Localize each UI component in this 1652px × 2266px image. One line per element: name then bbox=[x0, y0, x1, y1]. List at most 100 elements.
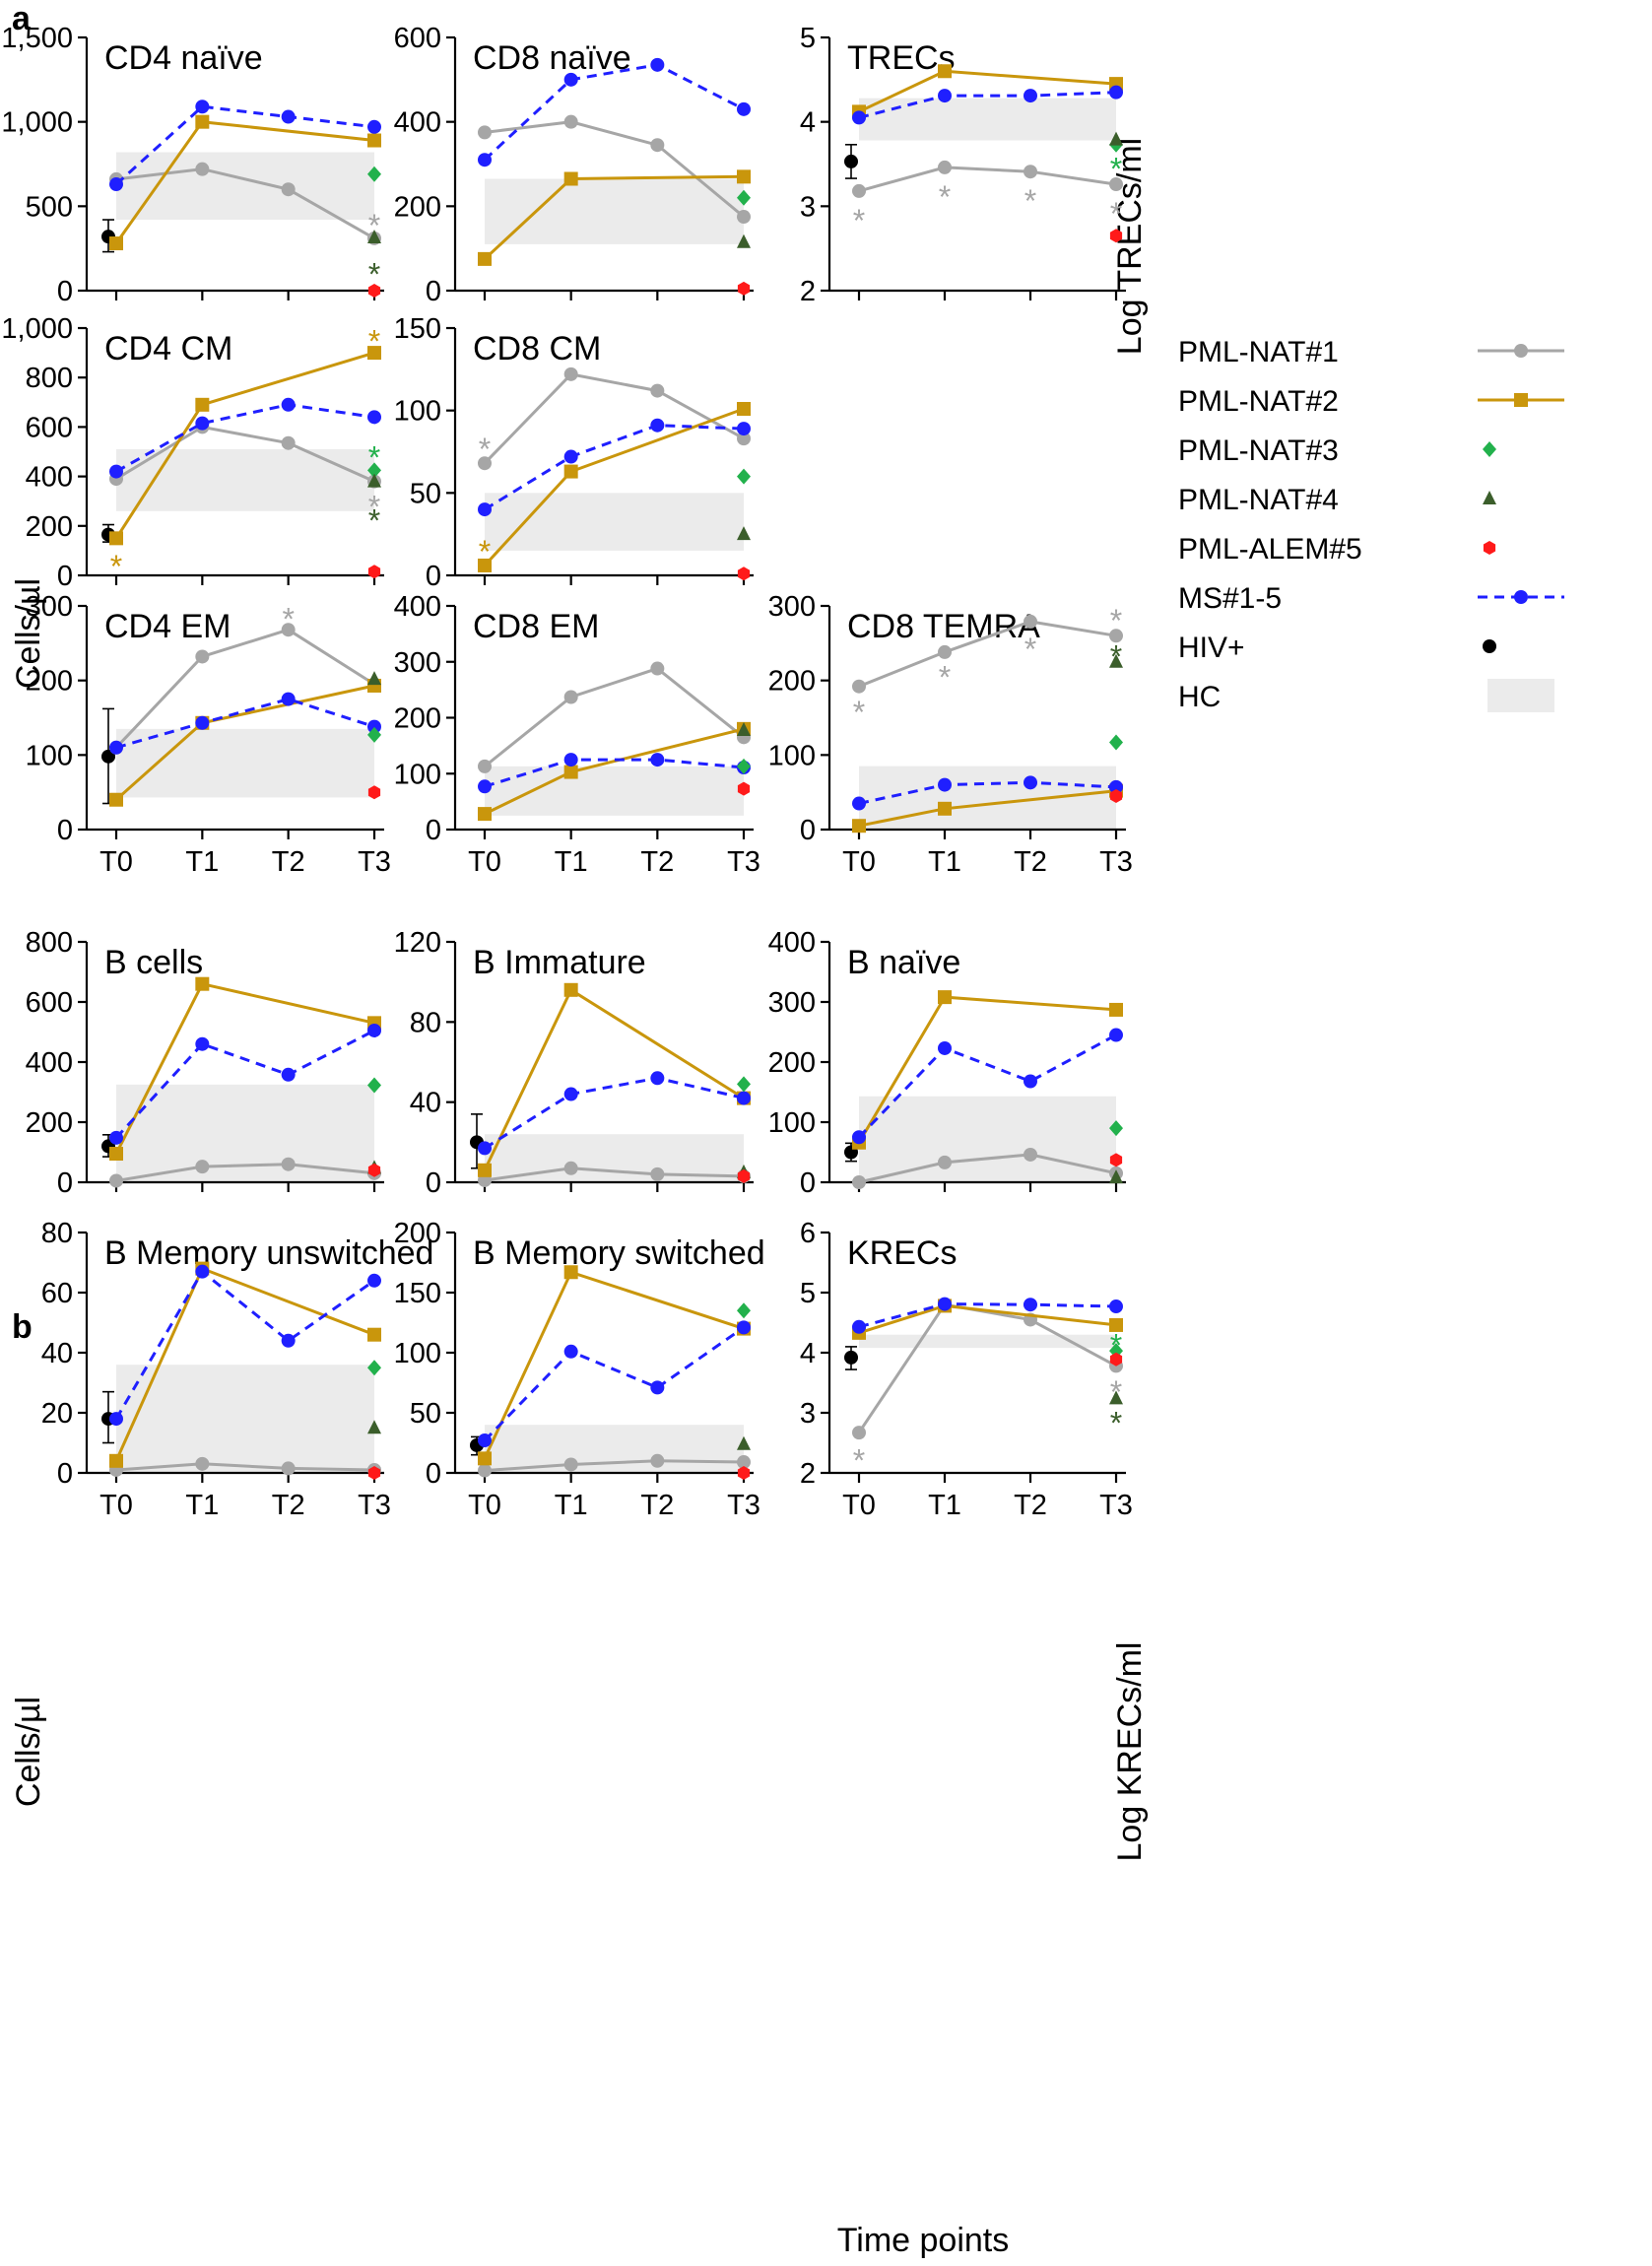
point-pml-nat-4 bbox=[737, 233, 751, 248]
y-tick-label: 120 bbox=[394, 927, 441, 959]
point-pml-nat-1 bbox=[1024, 1147, 1037, 1162]
y-tick-label: 3 bbox=[800, 1398, 816, 1430]
y-tick-label: 200 bbox=[768, 1047, 816, 1079]
point-pml-nat-1 bbox=[109, 1173, 123, 1188]
point-pml-nat-1 bbox=[938, 1155, 952, 1169]
series-line-ms-1-5 bbox=[114, 1269, 375, 1420]
significance-star-pml-nat-1: * bbox=[853, 695, 865, 730]
point-ms-1-5 bbox=[563, 1087, 578, 1101]
point-ms-1-5 bbox=[1109, 85, 1123, 100]
point-ms-1-5 bbox=[478, 502, 492, 517]
point-pml-nat-2 bbox=[1109, 1317, 1123, 1332]
legend-item-2: PML-NAT#2 bbox=[1178, 385, 1564, 418]
series-line-pml-nat-1 bbox=[115, 1462, 375, 1472]
point-pml-nat-1 bbox=[195, 1456, 210, 1471]
y-tick-label: 40 bbox=[41, 1338, 73, 1369]
series-line-ms-1-5 bbox=[114, 1029, 375, 1139]
y-tick-label: 150 bbox=[394, 1278, 441, 1309]
point-pml-nat-1 bbox=[737, 1455, 751, 1470]
legend-marker bbox=[1514, 590, 1528, 604]
panel-title: B naïve bbox=[847, 944, 960, 981]
point-ms-1-5 bbox=[195, 1036, 210, 1051]
y-tick-label: 200 bbox=[768, 666, 816, 698]
point-pml-nat-1 bbox=[650, 1166, 665, 1181]
significance-star-pml-nat-1: * bbox=[853, 203, 865, 238]
point-pml-nat-1 bbox=[478, 125, 492, 140]
point-pml-nat-1 bbox=[1109, 177, 1123, 192]
point-pml-nat-2 bbox=[478, 558, 492, 572]
point-pml-nat-4 bbox=[1109, 653, 1123, 668]
point-pml-nat-1 bbox=[938, 644, 952, 659]
point-pml-nat-2 bbox=[478, 251, 492, 266]
y-tick-label: 100 bbox=[394, 396, 441, 428]
y-tick-label: 300 bbox=[768, 591, 816, 623]
legend-item-1: PML-NAT#1 bbox=[1178, 336, 1564, 368]
point-pml-nat-3 bbox=[1109, 734, 1123, 751]
series-line-pml-nat-1 bbox=[484, 666, 745, 768]
point-pml-nat-2 bbox=[938, 990, 952, 1005]
point-ms-1-5 bbox=[938, 1297, 952, 1311]
point-pml-nat-1 bbox=[478, 1463, 492, 1478]
series-line-pml-nat-1 bbox=[484, 1459, 745, 1473]
point-pml-nat-2 bbox=[109, 531, 123, 546]
y-tick-label: 600 bbox=[394, 23, 441, 54]
series-line-pml-nat-2 bbox=[858, 1303, 1117, 1335]
legend: PML-NAT#1 PML-NAT#2 PML-NAT#3 PML-NAT#4 PML-… bbox=[1178, 336, 1564, 713]
point-pml-nat-2 bbox=[478, 807, 492, 822]
point-ms-1-5 bbox=[650, 1071, 665, 1086]
point-ms-1-5 bbox=[281, 397, 296, 412]
panel-title: B Immature bbox=[473, 944, 646, 981]
series-line-pml-nat-1 bbox=[484, 120, 745, 219]
significance-star-pml-nat-1: * bbox=[853, 1443, 865, 1479]
point-pml-nat-1 bbox=[195, 649, 210, 664]
point-pml-nat-2 bbox=[563, 464, 578, 479]
hc-band bbox=[485, 766, 744, 816]
point-pml-nat-1 bbox=[852, 1175, 866, 1189]
point-pml-nat-1 bbox=[281, 435, 296, 450]
point-ms-1-5 bbox=[650, 753, 665, 767]
series-line-pml-nat-1 bbox=[115, 425, 375, 483]
significance-star-pml-nat-1: * bbox=[939, 179, 951, 215]
y-tick-label: 0 bbox=[426, 1458, 441, 1490]
point-pml-alem-5 bbox=[1109, 229, 1123, 243]
panel-title: B Memory switched bbox=[473, 1234, 765, 1272]
chart-panel-6: 0 100 200 300 T0 T1 T2 T3 CD4 EM * bbox=[26, 591, 391, 878]
legend-marker bbox=[1514, 344, 1528, 358]
point-ms-1-5 bbox=[281, 1333, 296, 1348]
hc-band bbox=[485, 493, 744, 551]
y-tick-label: 100 bbox=[26, 740, 73, 771]
point-pml-nat-2 bbox=[563, 765, 578, 779]
point-ms-1-5 bbox=[852, 110, 866, 125]
point-pml-nat-1 bbox=[650, 661, 665, 676]
panel-title: CD4 EM bbox=[104, 608, 231, 645]
point-ms-1-5 bbox=[195, 715, 210, 730]
y-tick-label: 3 bbox=[800, 191, 816, 223]
y-tick-label: 400 bbox=[768, 927, 816, 959]
y-tick-label: 0 bbox=[57, 815, 73, 846]
point-pml-nat-3 bbox=[737, 1076, 751, 1093]
y-tick-label: 2 bbox=[800, 1458, 816, 1490]
x-tick-label: T2 bbox=[272, 846, 305, 878]
y-tick-label: 0 bbox=[57, 1167, 73, 1199]
point-ms-1-5 bbox=[1109, 1300, 1123, 1314]
legend-label: PML-ALEM#5 bbox=[1178, 533, 1362, 566]
y-tick-label: 60 bbox=[41, 1278, 73, 1309]
y-tick-label: 5 bbox=[800, 23, 816, 54]
x-tick-label: T2 bbox=[1014, 1490, 1047, 1521]
series-line-pml-nat-1 bbox=[858, 620, 1117, 689]
point-pml-nat-2 bbox=[478, 1451, 492, 1466]
hiv-point bbox=[844, 154, 858, 168]
point-pml-nat-2 bbox=[1109, 1002, 1123, 1017]
series-line-pml-nat-1 bbox=[114, 628, 375, 749]
point-pml-alem-5 bbox=[737, 1168, 751, 1183]
point-pml-alem-5 bbox=[367, 1163, 381, 1177]
point-pml-nat-1 bbox=[281, 1461, 296, 1476]
chart-panel-1: 0 500 1,000 1,500 CD4 naïve * * bbox=[1, 23, 384, 307]
point-ms-1-5 bbox=[737, 1320, 751, 1335]
series-line-pml-nat-1 bbox=[484, 1166, 745, 1182]
point-pml-nat-3 bbox=[1109, 1120, 1123, 1137]
point-pml-nat-4 bbox=[367, 1420, 381, 1434]
point-pml-nat-2 bbox=[109, 792, 123, 807]
x-tick-label: T3 bbox=[358, 846, 391, 878]
point-pml-nat-3 bbox=[367, 1077, 381, 1094]
